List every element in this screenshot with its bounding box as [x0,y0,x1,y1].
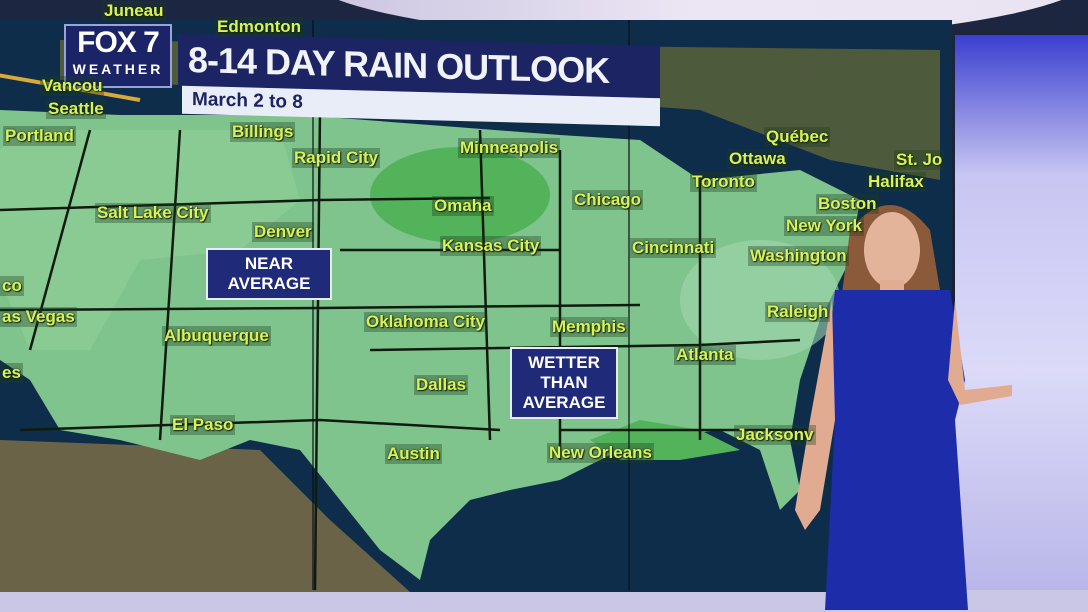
meteorologist [795,205,1012,610]
mexico-land [0,440,410,592]
city-label: Omaha [432,196,494,216]
callout-text: AVERAGE [227,274,311,293]
city-label: Raleigh [765,302,831,322]
right-arm [948,300,1012,405]
city-label: Toronto [690,172,757,192]
city-label: Rapid City [292,148,381,168]
city-label: Halifax [866,172,926,192]
city-label: Kansas City [440,236,542,256]
studio-floor [0,590,1088,612]
city-label: Portland [3,126,76,146]
callout-text: AVERAGE [522,393,606,412]
screen-seam [312,20,314,590]
city-label: Seattle [46,99,106,119]
city-label: New York [784,216,864,236]
wetter-than-average-callout: WETTER THAN AVERAGE [510,347,618,419]
coastline-accent [0,73,141,102]
callout-text: THAN [540,373,588,392]
screen-seam [628,20,630,590]
city-label: as Vegas [0,307,77,327]
station-logo: FOX 7 WEATHER [64,24,172,88]
city-label: es [0,363,23,383]
east-near-average-zone [680,240,840,360]
city-label: St. Jo [894,150,945,170]
city-label: Billings [230,122,296,142]
city-label: New Orleans [547,443,654,463]
city-label: Jacksonv [734,425,816,445]
city-label: Québec [764,127,831,147]
city-label: Edmonton [215,17,304,37]
face [864,212,920,288]
city-label: Minneapolis [458,138,561,158]
left-arm [795,300,835,530]
near-average-callout: NEAR AVERAGE [206,248,332,300]
logo-text: FOX 7 [77,26,160,59]
blue-dress [825,290,968,610]
city-label: Austin [385,444,442,464]
callout-text: WETTER [528,353,600,372]
callout-text: NEAR [244,254,294,273]
city-label: co [0,276,24,296]
city-label: Boston [816,194,879,214]
studio-side-panel [955,35,1088,595]
city-label: Denver [252,222,314,242]
city-label: Dallas [414,375,469,395]
wetter-zone-midwest [370,147,550,243]
state-borders [0,109,820,591]
city-label: Cincinnati [630,238,717,258]
city-label: Washington [748,246,849,266]
city-label: Memphis [550,317,628,337]
logo-subtext: WEATHER [72,61,164,77]
city-label: Ottawa [727,149,788,169]
city-label: Atlanta [674,345,736,365]
city-label: El Paso [170,415,236,435]
city-label: Vancou [40,76,105,96]
city-label: Albuquerque [162,326,271,346]
city-label: Oklahoma City [364,312,488,332]
city-label: Chicago [572,190,644,210]
city-label: Juneau [102,1,166,21]
city-label: Salt Lake City [95,203,211,223]
